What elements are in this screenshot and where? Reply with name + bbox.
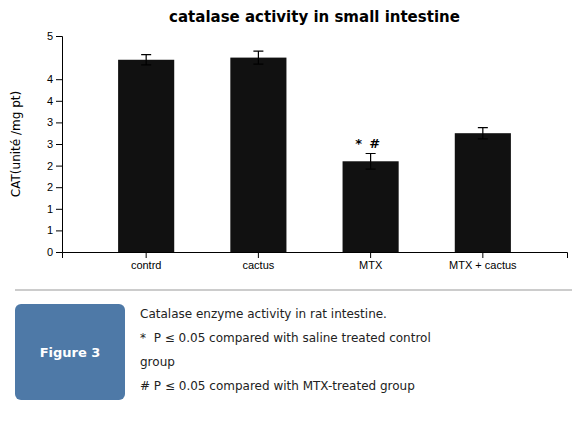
caption-line: group	[140, 355, 175, 369]
error-bar	[141, 55, 151, 65]
y-axis: 0 1 1 2 2 3 3 4 4 5	[47, 30, 63, 258]
caption-label: Figure 3	[40, 345, 101, 360]
caption-line: Catalase enzyme activity in rat intestin…	[140, 307, 387, 321]
annotation: *	[355, 136, 362, 151]
caption-line: * P ≤ 0.05 compared with saline treated …	[140, 331, 431, 345]
y-tick-mark	[56, 122, 62, 123]
y-tick-label: 3	[47, 116, 53, 128]
y-tick-label: 1	[47, 224, 53, 236]
x-tick-mark	[370, 252, 371, 258]
annotation: #	[369, 136, 380, 151]
divider	[15, 290, 572, 291]
y-tick-label: 2	[47, 181, 53, 193]
y-tick-mark	[56, 166, 62, 167]
y-tick: 4	[47, 95, 62, 107]
y-tick: 2	[47, 160, 62, 172]
bar	[230, 58, 286, 252]
y-tick: 3	[47, 138, 62, 150]
y-axis-line	[56, 37, 63, 253]
chart: 0 1 1 2 2 3 3 4 4 5 contrd cactus MTX MTX + cactus * # c…	[0, 0, 587, 429]
y-axis-title: CAT(unité /mg pt)	[9, 91, 23, 197]
error-bar	[253, 51, 263, 64]
y-tick-mark	[56, 252, 62, 253]
plot: 0 1 1 2 2 3 3 4 4 5 contrd cactus MTX MTX + cactus * #	[47, 30, 568, 271]
x-tick: MTX + cactus	[449, 252, 517, 271]
x-tick-label: contrd	[131, 259, 162, 271]
y-tick-label: 5	[47, 30, 53, 42]
bar	[455, 133, 511, 252]
marks	[118, 51, 511, 252]
title: catalase activity in small intestine	[169, 8, 460, 26]
y-tick-label: 3	[47, 138, 53, 150]
x-axis: contrd cactus MTX MTX + cactus	[63, 252, 568, 271]
error-bar	[478, 128, 488, 139]
y-tick: 5	[47, 30, 62, 42]
y-tick-mark	[56, 36, 62, 37]
y-tick-mark	[56, 144, 62, 145]
y-tick-mark	[56, 101, 62, 102]
y-tick-mark	[56, 187, 62, 188]
x-tick-mark	[258, 252, 259, 258]
y-tick: 2	[47, 181, 62, 193]
x-tick-mark	[146, 252, 147, 258]
y-tick: 1	[47, 224, 62, 236]
y-tick-mark	[56, 79, 62, 80]
caption-label-box	[15, 304, 125, 400]
bar	[118, 60, 174, 252]
x-tick-label: MTX + cactus	[449, 259, 517, 271]
y-tick: 0	[47, 246, 62, 258]
y-tick: 3	[47, 116, 62, 128]
bar	[343, 161, 399, 252]
x-tick: MTX	[359, 252, 383, 271]
y-tick-label: 4	[47, 73, 53, 85]
y-tick-label: 1	[47, 203, 53, 215]
y-tick: 4	[47, 73, 62, 85]
y-tick: 1	[47, 203, 62, 215]
error-bar	[366, 154, 376, 170]
x-tick-mark	[482, 252, 483, 258]
y-tick-label: 4	[47, 95, 53, 107]
y-tick-mark	[56, 209, 62, 210]
x-tick: cactus	[242, 252, 274, 271]
y-tick-mark	[56, 230, 62, 231]
y-tick-label: 2	[47, 160, 53, 172]
y-tick-label: 0	[47, 246, 53, 258]
caption-line: # P ≤ 0.05 compared with MTX-treated gro…	[140, 379, 415, 393]
x-axis-line	[63, 253, 568, 259]
x-tick-label: cactus	[242, 259, 274, 271]
x-tick: contrd	[131, 252, 162, 271]
x-tick-label: MTX	[359, 259, 383, 271]
